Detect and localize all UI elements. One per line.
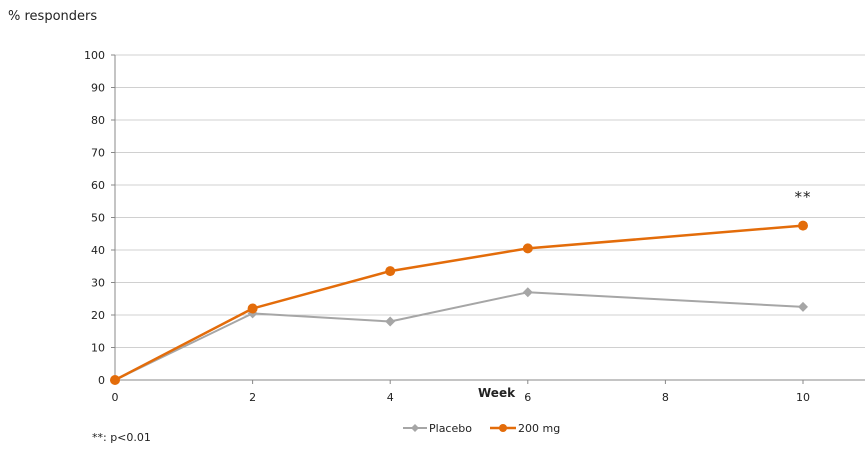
y-tick-label-50: 50 [91,212,105,225]
point-200mg-week-6 [522,243,533,254]
point-placebo-week-6 [522,287,533,298]
y-tick-label-0: 0 [98,374,105,387]
y-tick-label-90: 90 [91,82,105,95]
point-200mg-week-10 [798,220,808,231]
y-axis-label: % responders [8,9,97,24]
x-tick-label-2: 2 [249,391,256,404]
significance-annotation: ** [795,188,812,206]
x-tick-label-10: 10 [796,391,810,404]
data-series [110,220,808,385]
legend-200mg-label: 200 mg [518,422,560,435]
x-axis-label: Week [478,386,516,400]
axes [111,54,865,384]
legend: Placebo 200 mg [403,422,560,435]
point-200mg-week-0 [110,375,120,385]
y-tick-label-30: 30 [91,277,105,290]
x-tick-label-4: 4 [387,391,394,404]
y-tick-label-100: 100 [84,49,105,62]
footnote: **: p<0.01 [92,431,151,444]
x-tick-label-0: 0 [112,391,119,404]
series-line-placebo [114,291,804,381]
legend-200mg-marker [499,424,507,432]
point-placebo-week-10 [798,301,808,312]
y-tick-labels: 0 10 20 30 40 50 60 70 80 90 100 [84,49,105,387]
legend-placebo-label: Placebo [429,422,472,435]
y-tick-label-20: 20 [91,309,105,322]
y-tick-label-60: 60 [91,179,105,192]
legend-item-200mg: 200 mg [490,422,560,435]
y-tick-label-70: 70 [91,147,105,160]
series-line-200mg [114,224,804,382]
point-200mg-week-4 [385,266,396,277]
x-tick-label-6: 6 [524,391,531,404]
point-200mg-week-2 [247,303,258,314]
x-tick-label-8: 8 [662,391,669,404]
legend-placebo-marker [411,424,419,432]
y-tick-label-10: 10 [91,342,105,355]
x-tick-labels: 0 2 4 6 8 10 [112,391,811,404]
y-tick-label-40: 40 [91,244,105,257]
y-tick-label-80: 80 [91,114,105,127]
point-placebo-week-4 [385,316,396,327]
legend-item-placebo: Placebo [403,422,472,435]
